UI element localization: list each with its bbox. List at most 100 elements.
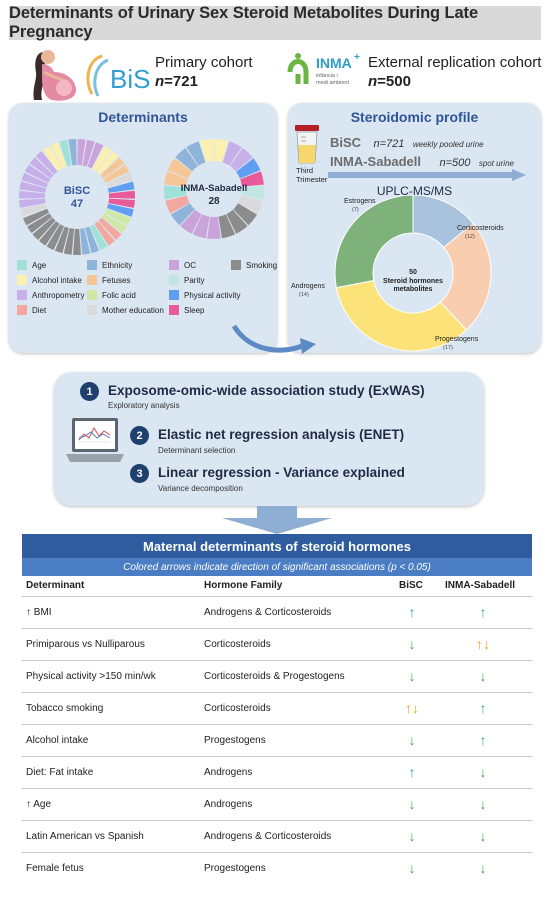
hormone-family-cell: Corticosteroids [204,703,271,714]
pregnant-woman-icon [33,50,76,101]
donut-segment [50,142,67,169]
inma-arrow: ↓ [479,860,487,876]
donut-segment [171,203,195,226]
legend-item: Diet [17,305,46,315]
step-3-subtitle: Variance decomposition [158,484,243,493]
donut-segment [96,151,119,175]
svg-text:INMA: INMA [316,55,352,71]
donut-segment [165,195,190,214]
table-title: Maternal determinants of steroid hormone… [22,534,532,558]
donut-segment [199,139,214,163]
legend-label: Diet [32,305,47,315]
pie-slice-androgens [334,195,414,289]
legend-item: Ethnicity [87,260,132,270]
table-row: ↑ BMI Androgens & Corticosteroids ↑ ↑ [22,596,532,627]
donut-segment [39,221,60,246]
primary-cohort-n: n=721 [155,73,198,90]
legend-swatch [87,260,97,270]
cohort-row: BiSC Primary cohort n=721 INMA + infànci… [0,42,550,104]
determinant-cell: Female fetus [26,863,84,874]
table-row: Physical activity >150 min/wk Corticoster… [22,660,532,691]
col-inma: INMA-Sabadell [445,580,516,591]
inma-arrow: ↑↓ [476,636,490,652]
donut-segment [21,172,48,188]
hormone-family-cell: Progestogens [204,735,266,746]
inma-arrow: ↓ [479,764,487,780]
table-row: Diet: Fat intake Androgens ↑ ↓ [22,756,532,787]
legend-label: Folic acid [102,290,136,300]
inma-arrow: ↓ [479,796,487,812]
legend-label: Parity [184,275,205,285]
donut-segment [180,209,202,234]
bisc-arrow: ↓ [408,860,416,876]
pie-center-label: 50 Steroid hormones metabolites [383,269,443,293]
determinant-cell: Primiparous vs Nulliparous [26,639,145,650]
step-3-number: 3 [130,464,149,483]
legend-swatch [231,260,241,270]
donut-segment [19,198,46,208]
legend-item: Anthropometry [17,290,84,300]
donut-segment [107,181,135,193]
donut-segment [94,221,115,246]
bisc-arrow: ↓ [408,732,416,748]
col-determinant: Determinant [26,580,85,591]
donut-segment [104,208,131,226]
legend-swatch [169,290,179,300]
hormone-family-cell: Corticosteroids & Progestogens [204,671,345,682]
donut-segment [226,209,248,234]
pie-label-estrogens: Estrogens [344,198,376,205]
step-3-title: Linear regression - Variance explained [158,465,405,480]
determinants-title: Determinants [98,109,188,125]
table-row: ↑ Age Androgens ↓ ↓ [22,788,532,819]
inma-logo: INMA + infància i medi ambient [287,52,360,86]
donut-segment [82,139,95,167]
inma-donut-label: INMA-Sabadell [180,183,248,194]
donut-segment [20,203,47,217]
hormone-family-cell: Androgens [204,767,253,778]
donut-segment [222,141,242,166]
donut-segment [73,228,81,255]
donut-segment [241,185,264,200]
step-2-title: Elastic net regression analysis (ENET) [158,427,405,442]
bisc-donut-count: 47 [70,198,84,210]
urine-cup-icon [295,125,319,164]
bisc-arrow: ↓ [408,796,416,812]
bisc-logo-text: BiSC [110,64,152,94]
legend-item: Sleep [169,305,204,315]
donut-segment [106,172,133,188]
donut-segment [218,214,236,239]
hormone-family-cell: Androgens [204,799,253,810]
col-bisc: BiSC [399,580,423,591]
title-bar: Determinants of Urinary Sex Steroid Meta… [9,4,541,41]
step-1-title: Exposome-omic-wide association study (Ex… [108,383,425,398]
legend-label: Fetuses [102,275,131,285]
table-row: Female fetus Progestogens ↓ ↓ [22,852,532,883]
table-row: Alcohol intake Progestogens ↓ ↑ [22,724,532,755]
donut-segment [54,226,69,254]
hormone-family-cell: Androgens & Corticosteroids [204,831,332,842]
pie-label-progestogens: Progestogens [435,336,479,343]
legend-item: Physical activity [169,290,240,300]
donut-segment [35,151,58,175]
determinant-cell: ↑ BMI [26,607,52,618]
legend-item: Folic acid [87,290,136,300]
determinant-cell: Tobacco smoking [26,703,104,714]
steroidomic-panel: Steroidomic profile Third Trimester BiSC… [288,103,541,353]
table-row: Tobacco smoking Corticosteroids ↑↓ ↑ [22,692,532,723]
determinant-cell: Latin American vs Spanish [26,831,144,842]
donut-segment [87,142,104,169]
bisc-arrow: ↑ [408,604,416,620]
donut-segment [164,171,188,187]
donut-segment [68,139,77,166]
donut-segment [233,203,257,226]
legend-label: Age [32,260,47,270]
donut-segment [102,213,127,234]
donut-segment [107,203,134,217]
legend-swatch [17,290,27,300]
legend-swatch [17,260,27,270]
donut-segment [79,228,91,255]
method-label: UPLC-MS/MS [376,184,453,198]
legend-item: Smoking [231,260,277,270]
legend-label: Mother education [102,305,164,315]
determinant-cell: ↑ Age [26,799,52,810]
